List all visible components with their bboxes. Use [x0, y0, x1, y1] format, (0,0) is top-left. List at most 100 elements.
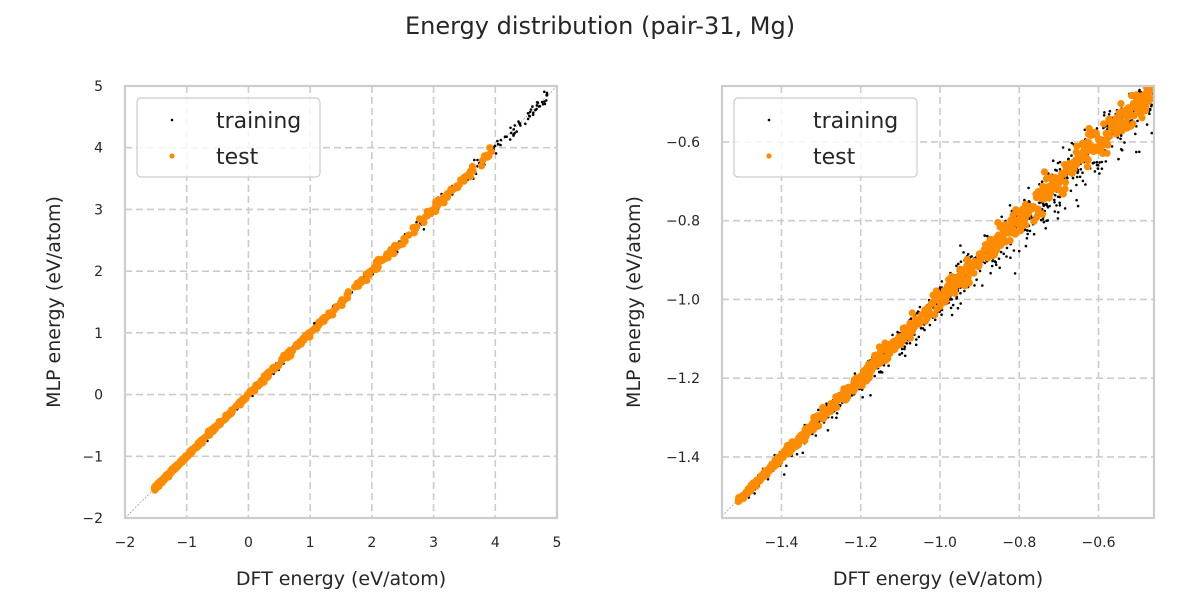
data-point-training [1026, 232, 1029, 236]
data-point-test [228, 406, 236, 414]
y-tick-label: 2 [94, 264, 103, 280]
data-point-test [1011, 230, 1019, 238]
data-point-training [518, 122, 522, 125]
data-point-training [529, 108, 533, 111]
data-point-test [1044, 183, 1053, 191]
panel-zoomed-energies: −1.4 −1.2 −1.0 −0.8 −0.6 −1.4 −1.2 −1.0 −0.8 −0.6… [623, 73, 1156, 590]
data-point-training [903, 347, 906, 351]
data-point-training [1081, 179, 1085, 183]
data-point-test [1042, 192, 1050, 200]
data-point-training [959, 302, 962, 305]
figure-title: Energy distribution (pair-31, Mg) [405, 12, 795, 40]
data-point-training [835, 412, 839, 415]
x-axis-label: DFT energy (eV/atom) [833, 568, 1043, 590]
data-point-test [970, 269, 978, 277]
data-point-training [1138, 88, 1141, 92]
data-point-training [1100, 160, 1104, 164]
data-point-test [1127, 111, 1135, 119]
data-point-training [1091, 161, 1095, 165]
data-point-training [1000, 215, 1003, 219]
axes-frame [123, 84, 559, 520]
points [151, 90, 549, 494]
data-point-training [951, 303, 955, 307]
data-point-test [162, 472, 170, 480]
data-point-training [949, 306, 953, 310]
x-tick-label: 0 [244, 535, 253, 551]
data-point-test [222, 411, 230, 419]
data-point-test [1145, 73, 1152, 80]
data-point-training [950, 313, 954, 317]
data-point-training [541, 103, 545, 106]
data-point-training [908, 341, 912, 345]
data-point-test [863, 366, 871, 374]
data-point-test [167, 466, 176, 474]
data-point-test [1119, 126, 1127, 134]
x-tick-label: −0.8 [1002, 535, 1036, 551]
data-point-test [1117, 100, 1125, 108]
data-point-training [1083, 128, 1087, 132]
data-point-training [535, 107, 538, 111]
data-point-training [1100, 167, 1104, 170]
data-point-training [785, 464, 788, 468]
legend-label-training: training [813, 109, 898, 134]
legend-frame [733, 97, 918, 178]
data-point-training [878, 371, 882, 374]
data-point-training [1079, 168, 1083, 171]
data-point-training [903, 354, 907, 358]
data-point-training [540, 100, 544, 104]
data-point-training [959, 291, 962, 295]
data-point-training [1148, 81, 1151, 84]
data-point-test [984, 254, 992, 262]
data-point-training [917, 335, 921, 339]
data-point-training [921, 327, 925, 330]
y-tick-label: 1 [94, 326, 103, 342]
data-point-test [1072, 148, 1080, 156]
data-point-test [933, 305, 941, 313]
x-axis-label: DFT energy (eV/atom) [236, 568, 446, 590]
data-point-test [801, 436, 809, 445]
y-tick-label: −1.4 [666, 450, 700, 466]
data-point-training [959, 244, 962, 247]
data-point-test [928, 310, 936, 318]
data-point-training [1055, 204, 1058, 207]
data-point-training [975, 278, 978, 282]
data-point-test [330, 306, 338, 314]
data-point-training [535, 104, 539, 107]
data-point-training [814, 434, 818, 437]
data-point-training [891, 333, 894, 337]
data-point-training [991, 259, 994, 263]
data-point-training [531, 105, 534, 108]
data-point-training [1025, 237, 1029, 240]
data-point-training [1076, 204, 1080, 208]
data-point-test [343, 291, 351, 299]
data-point-training [994, 263, 998, 267]
x-tick-label: −1 [176, 535, 197, 551]
data-point-test [1021, 200, 1030, 208]
x-tick-label: −2 [115, 535, 136, 551]
y-tick-label: 0 [94, 388, 103, 404]
data-point-training [1098, 161, 1101, 164]
data-point-training [1053, 198, 1056, 202]
data-point-training [1038, 201, 1041, 205]
data-point-training [515, 130, 518, 133]
data-point-training [928, 323, 932, 327]
data-point-training [1119, 148, 1123, 151]
data-point-training [1046, 219, 1050, 222]
data-point-training [1058, 160, 1062, 164]
data-point-training [532, 111, 535, 114]
data-point-test [818, 412, 826, 421]
data-point-test [1087, 141, 1095, 149]
data-point-training [538, 104, 542, 108]
data-point-training [825, 402, 828, 406]
data-point-test [1073, 142, 1081, 150]
data-point-test [1073, 160, 1081, 168]
y-tick-label: 3 [94, 202, 103, 218]
data-point-training [473, 158, 476, 162]
data-point-test [320, 317, 328, 325]
data-point-training [1012, 249, 1016, 252]
data-point-test [460, 173, 468, 181]
data-point-training [1119, 137, 1122, 141]
data-point-test [486, 144, 494, 152]
data-point-training [1068, 148, 1071, 151]
data-point-test [1012, 206, 1020, 214]
